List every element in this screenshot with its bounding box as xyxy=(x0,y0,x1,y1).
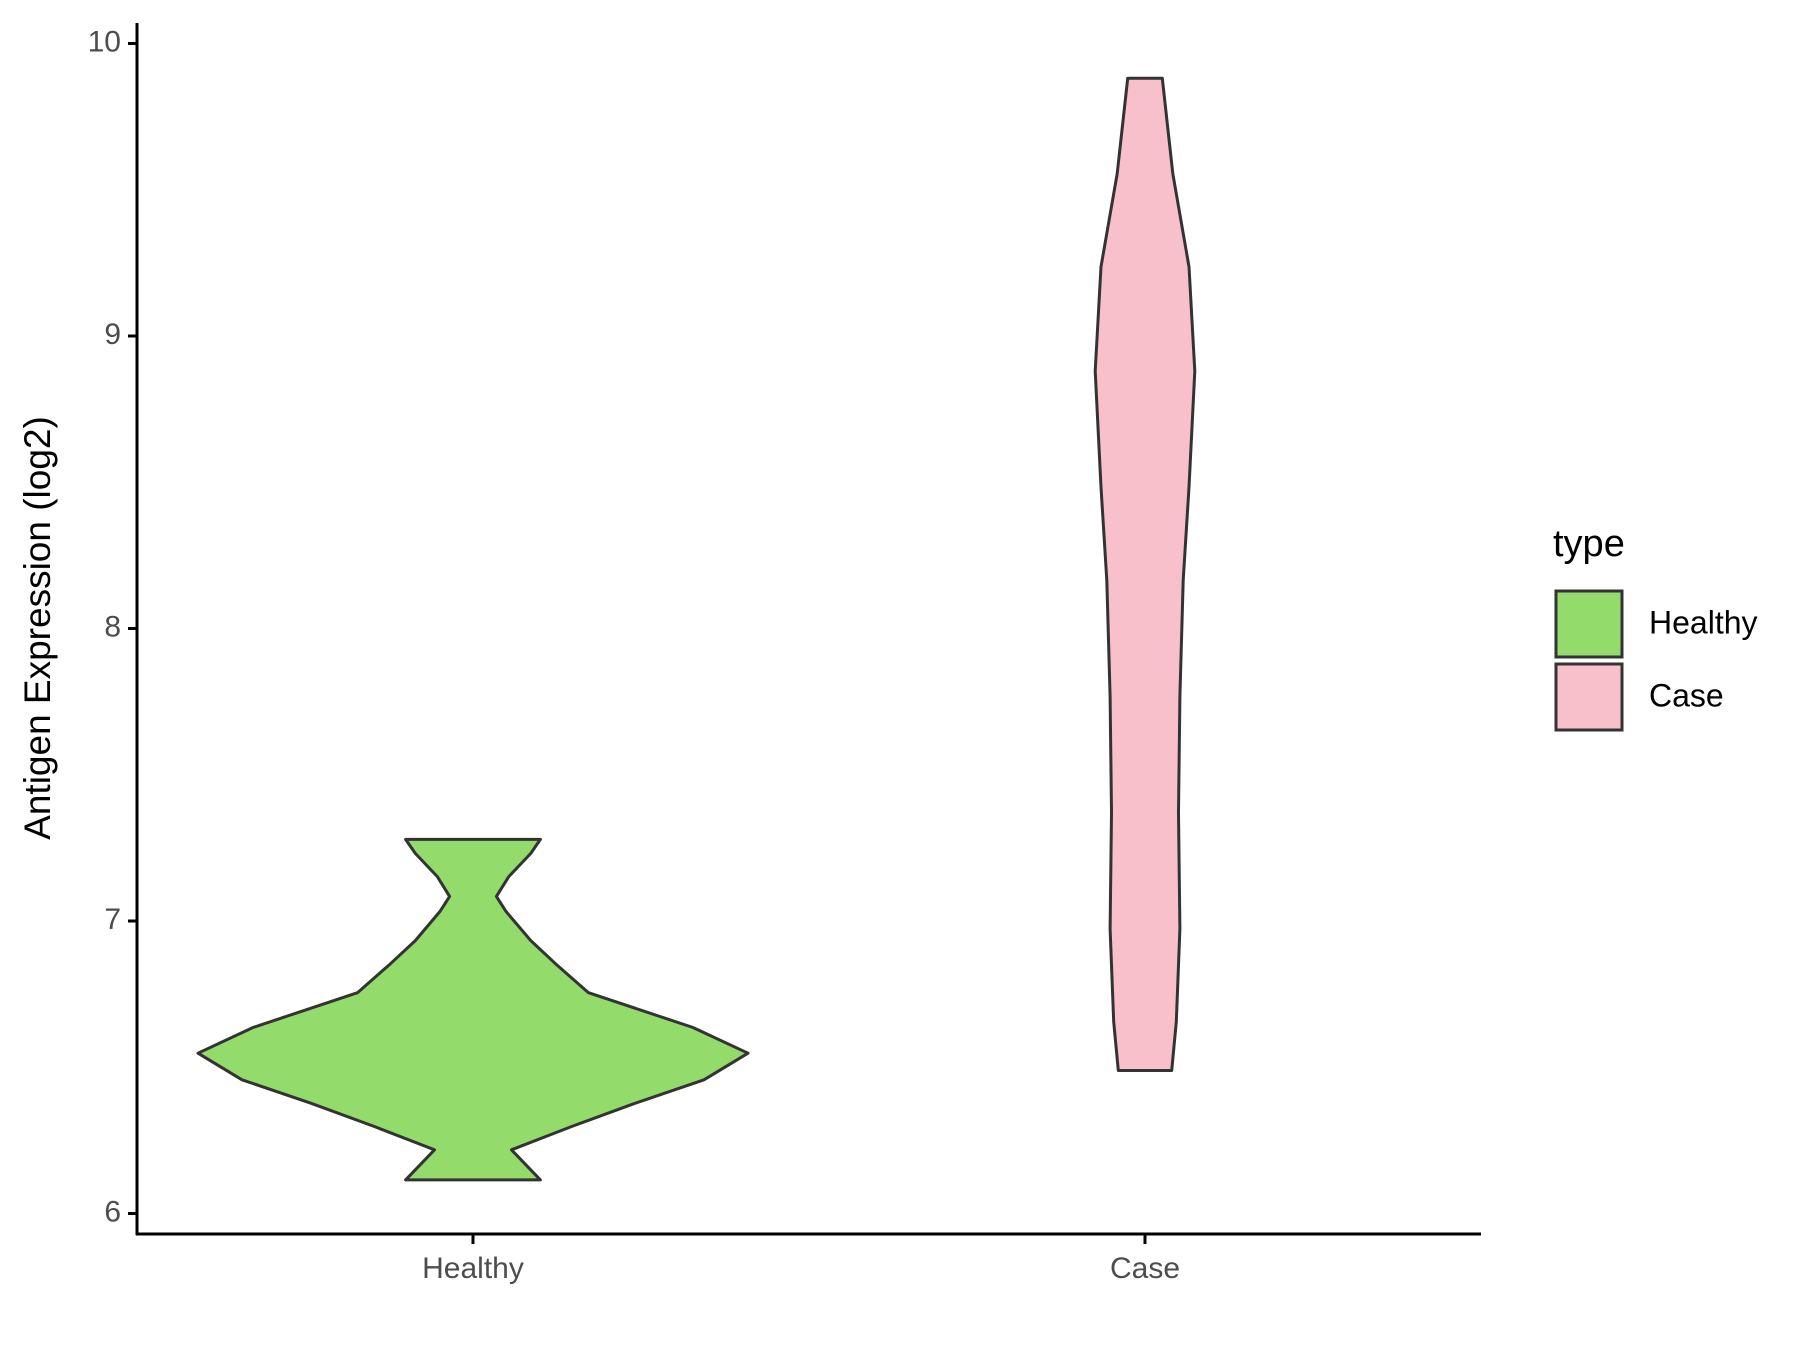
y-tick-label: 9 xyxy=(104,318,121,351)
y-tick-label: 7 xyxy=(104,903,121,936)
x-tick-label: Healthy xyxy=(422,1252,524,1285)
y-axis-title: Antigen Expression (log2) xyxy=(17,416,58,840)
violin xyxy=(1093,76,1197,1072)
legend-key xyxy=(1554,662,1624,732)
legend-label: Case xyxy=(1649,677,1724,713)
x-tick-label: Case xyxy=(1110,1252,1180,1285)
y-tick-label: 8 xyxy=(104,610,121,643)
legend-title: type xyxy=(1553,523,1625,565)
violin xyxy=(196,837,750,1182)
legend-label: Healthy xyxy=(1649,604,1758,640)
legend-key xyxy=(1554,589,1624,659)
y-tick-label: 6 xyxy=(104,1195,121,1228)
y-tick-label: 10 xyxy=(88,25,121,58)
